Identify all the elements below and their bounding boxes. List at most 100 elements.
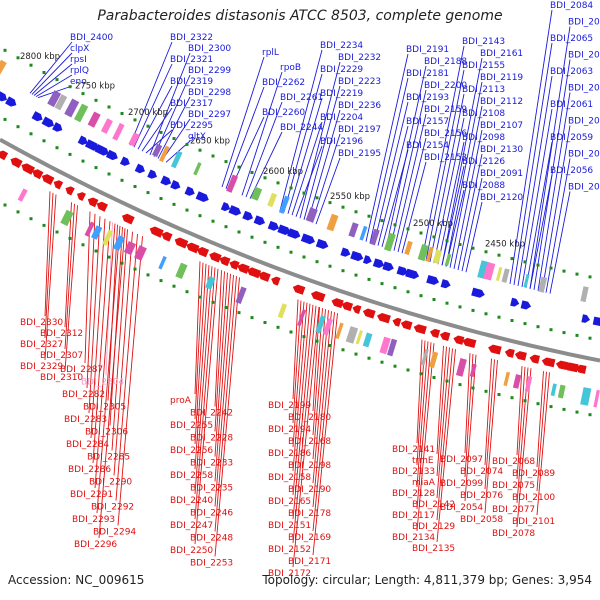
reverse-gene-label: BDI_2058 xyxy=(460,515,503,525)
reverse-gene-label: BDI_2099 xyxy=(440,479,483,489)
reverse-label-line xyxy=(214,271,225,432)
reverse-gene-label: BDI_2240 xyxy=(170,496,213,506)
reverse-gene-arrow xyxy=(219,256,231,267)
scale-tick xyxy=(445,379,449,383)
reverse-gene-arrow xyxy=(196,247,210,258)
scale-tick xyxy=(224,306,228,309)
reverse-cog-block xyxy=(158,255,167,270)
forward-gene-label: BDI_2057 xyxy=(568,150,600,160)
reverse-gene-arrow xyxy=(541,357,556,368)
reverse-gene-arrow xyxy=(575,364,587,374)
reverse-label-line xyxy=(416,339,423,444)
forward-cog-block xyxy=(152,143,163,158)
reverse-cog-block xyxy=(386,338,398,357)
reverse-gene-label: BDI_2142 xyxy=(412,500,455,510)
forward-label-line xyxy=(133,63,173,148)
scale-tick xyxy=(523,322,527,326)
forward-label-line xyxy=(225,86,265,189)
reverse-label-line xyxy=(64,205,78,372)
scale-tick xyxy=(172,137,176,140)
reverse-cog-block xyxy=(84,221,95,237)
forward-label-line xyxy=(521,108,553,287)
reverse-cog-block xyxy=(123,240,137,256)
forward-gene-label: eno xyxy=(70,77,87,87)
reverse-gene-label: BDI_2304 xyxy=(81,378,124,388)
reverse-cog-block xyxy=(420,348,429,366)
reverse-gene-label: BDI_2054 xyxy=(440,503,483,513)
scale-tick xyxy=(146,191,150,195)
forward-cog-block xyxy=(159,145,170,163)
reverse-label-line xyxy=(436,349,456,543)
reverse-label-line xyxy=(484,358,492,466)
reverse-label-line xyxy=(536,371,547,492)
scale-tick xyxy=(575,272,579,276)
forward-gene-label: BDI_2064 xyxy=(568,51,600,61)
forward-gene-label: BDI_2188 xyxy=(424,57,467,67)
reverse-gene-label: BDI_2100 xyxy=(512,493,555,503)
reverse-gene-label: BDI_2077 xyxy=(492,505,535,515)
forward-label-line xyxy=(513,42,553,285)
reverse-label-line xyxy=(516,368,532,528)
forward-label-line xyxy=(35,74,73,97)
forward-gene-label: BDI_2161 xyxy=(480,49,523,59)
forward-label-line xyxy=(517,75,553,286)
forward-label-line xyxy=(303,85,341,220)
reverse-gene-arrow xyxy=(77,192,86,202)
forward-gene-label: BDI_2157 xyxy=(406,117,449,127)
forward-gene-label: BDI_2300 xyxy=(188,44,231,54)
forward-cog-block xyxy=(359,225,368,241)
scale-tick xyxy=(380,282,384,286)
scale-tick xyxy=(315,196,319,200)
scale-tick xyxy=(380,219,384,223)
forward-label-line xyxy=(129,41,173,146)
scale-tick xyxy=(354,210,358,214)
reverse-gene-label: BDI_2291 xyxy=(70,490,113,500)
forward-gene-arrow xyxy=(77,135,88,145)
scale-tick xyxy=(588,275,592,279)
scale-tick xyxy=(3,48,7,52)
forward-gene-label: clpX xyxy=(70,44,89,54)
reverse-gene-label: BDI_2294 xyxy=(93,528,136,538)
forward-label-line xyxy=(465,201,483,273)
reverse-gene-label: BDI_2169 xyxy=(288,533,331,543)
reverse-gene-arrow xyxy=(121,213,135,225)
forward-cog-block xyxy=(64,98,80,118)
reverse-gene-arrow xyxy=(439,331,451,341)
reverse-label-line xyxy=(416,341,429,488)
scale-tick xyxy=(432,376,436,379)
forward-gene-arrow xyxy=(405,268,420,280)
forward-cog-block xyxy=(369,228,380,246)
forward-label-line xyxy=(157,96,191,159)
reverse-gene-label: BDI_2133 xyxy=(392,467,435,477)
scale-tick xyxy=(250,235,254,239)
reverse-gene-label: BDI_2078 xyxy=(492,529,535,539)
reverse-label-line xyxy=(111,229,128,451)
forward-gene-label: BDI_2107 xyxy=(480,121,523,131)
reverse-label-line xyxy=(117,236,143,526)
reverse-label-line xyxy=(109,226,123,426)
reverse-gene-arrow xyxy=(362,308,376,319)
forward-gene-label: BDI_2319 xyxy=(170,77,213,87)
forward-label-line xyxy=(295,145,323,217)
reverse-gene-arrow xyxy=(429,328,441,339)
scale-tick xyxy=(185,142,189,146)
reverse-label-line xyxy=(214,276,237,532)
forward-label-line xyxy=(401,161,427,254)
scale-label: 2450 kbp xyxy=(485,240,525,250)
forward-gene-label: rplQ xyxy=(70,66,89,76)
forward-label-line xyxy=(33,63,73,96)
forward-label-line xyxy=(449,105,483,268)
scale-tick xyxy=(237,311,241,315)
forward-cog-block xyxy=(250,186,263,201)
forward-cog-block xyxy=(348,222,359,238)
reverse-gene-label: BDI_2165 xyxy=(268,497,311,507)
forward-gene-label: BDI_2196 xyxy=(320,137,363,147)
forward-cog-block xyxy=(501,268,510,283)
forward-gene-label: BDI_2236 xyxy=(338,101,381,111)
reverse-gene-label: BDI_2233 xyxy=(190,459,233,469)
forward-label-line xyxy=(529,174,553,289)
forward-gene-label: BDI_2204 xyxy=(320,113,363,123)
forward-gene-arrow xyxy=(52,122,63,132)
forward-gene-arrow xyxy=(440,279,451,289)
forward-label-line xyxy=(291,121,323,216)
